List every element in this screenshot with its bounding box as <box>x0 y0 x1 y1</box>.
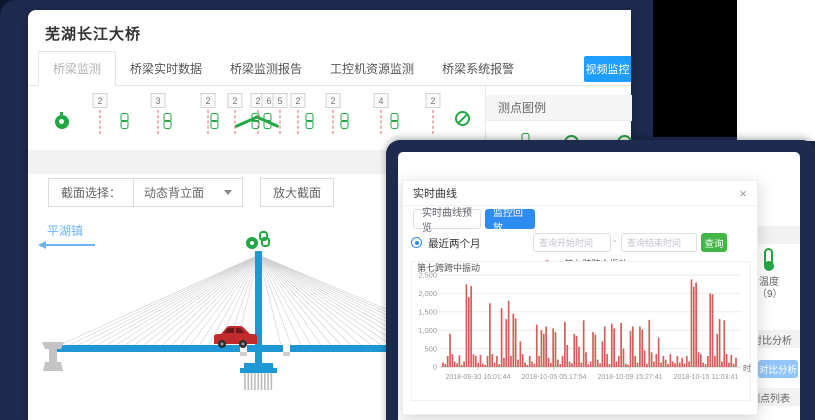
video-monitor-button[interactable]: 视频监控 <box>584 56 631 82</box>
chevron-down-icon <box>224 190 233 195</box>
sensor-dotted-line <box>297 110 299 134</box>
section-select-label: 截面选择： <box>48 178 134 207</box>
chain-icon[interactable] <box>163 113 173 130</box>
bridge-deck <box>247 345 283 352</box>
black-backdrop <box>653 0 737 137</box>
legend-panel-title: 测点图例 <box>486 95 632 121</box>
query-end-time-input[interactable] <box>621 233 697 252</box>
svg-text:2018-09-30 16:01:44: 2018-09-30 16:01:44 <box>446 374 511 381</box>
sensor-dotted-line <box>279 110 281 134</box>
footing-cap <box>240 368 277 373</box>
sensor-count-badge: 2 <box>92 93 108 108</box>
sensor-count-badge: 3 <box>150 93 166 108</box>
sensor-dotted-line <box>380 110 382 134</box>
chain-icon[interactable] <box>263 113 273 130</box>
radio-label: 最近两个月 <box>428 238 481 250</box>
zoom-section-button[interactable]: 放大截面 <box>260 178 335 207</box>
page-title: 芜湖长江大桥 <box>45 26 142 43</box>
svg-text:2018-10-05 05:17:54: 2018-10-05 05:17:54 <box>522 374 587 381</box>
sensor-count-badge: 2 <box>425 93 441 108</box>
thermometer-icon[interactable] <box>763 248 774 271</box>
tab-5[interactable]: 桥梁系统报警 <box>442 62 515 76</box>
chain-icon[interactable] <box>251 113 261 130</box>
deck-bearing <box>283 352 290 356</box>
sensor-dotted-line <box>99 110 101 134</box>
close-icon[interactable]: × <box>739 185 747 201</box>
range-separator: - <box>613 236 617 247</box>
tab-4[interactable]: 工控机资源监测 <box>330 62 415 76</box>
direction-label: 平湖镇 <box>47 224 84 238</box>
tab-2[interactable]: 桥梁实时数据 <box>130 62 203 76</box>
tab-3[interactable]: 桥梁监测报告 <box>230 62 303 76</box>
chain-icon[interactable] <box>340 113 350 130</box>
svg-text:0: 0 <box>433 363 437 372</box>
temperature-count: （9） <box>757 289 783 300</box>
bridge-deck <box>290 345 473 352</box>
modal-header: 实时曲线 × <box>403 181 757 206</box>
tower-crossbeam <box>244 363 273 368</box>
vibration-chart: 第七跨跨中振动 0 500 1,000 1,500 2,000 2,500 2018-09-3… <box>411 261 759 401</box>
bridge-deck <box>55 345 240 352</box>
svg-text:2018-10-09 15:27:41: 2018-10-09 15:27:41 <box>598 374 663 381</box>
sensor-dotted-line <box>207 110 209 134</box>
section-select-dropdown[interactable]: 动态背立面 <box>133 178 244 207</box>
section-select-value: 动态背立面 <box>144 186 205 200</box>
deck-bearing <box>240 352 247 356</box>
tab-realtime-preview[interactable]: 实时曲线预览 <box>413 208 481 234</box>
chain-icon[interactable] <box>210 113 220 130</box>
chain-icon[interactable] <box>390 113 400 130</box>
realtime-curve-modal: 实时曲线 × 实时曲线预览 监控回放 最近两个月 - 查询 第七跨跨中振动 第七… <box>402 180 759 415</box>
svg-text:1,000: 1,000 <box>418 326 437 335</box>
sensor-dotted-line <box>432 110 434 134</box>
chain-icon[interactable] <box>305 113 315 130</box>
sensor-dotted-line <box>332 110 334 134</box>
tower-footing <box>244 373 273 390</box>
sensor-dotted-line <box>157 110 159 134</box>
white-backdrop <box>737 0 815 141</box>
chart-canvas: 第七跨跨中振动 0 500 1,000 1,500 2,000 2,500 2018-09-3… <box>411 261 759 401</box>
chain-icon[interactable] <box>120 113 130 130</box>
temperature-label: 温度 <box>759 277 779 288</box>
tab-monitor-playback[interactable]: 监控回放 <box>485 208 535 234</box>
query-start-time-input[interactable] <box>533 233 611 252</box>
gauge-icon[interactable] <box>55 112 69 129</box>
tower-top-sensor-icons[interactable] <box>246 231 270 249</box>
modal-title: 实时曲线 <box>413 188 457 200</box>
svg-text:2,500: 2,500 <box>418 271 437 280</box>
sensor-count-badge: 2 <box>290 93 306 108</box>
radio-last-two-months[interactable] <box>411 237 422 248</box>
left-arrow-icon <box>38 241 95 249</box>
sensor-count-badge: 2 <box>200 93 216 108</box>
svg-text:第七跨跨中振动: 第七跨跨中振动 <box>417 262 480 273</box>
main-tabbar: 桥梁监测 桥梁实时数据 桥梁监测报告 工控机资源监测 桥梁系统报警 <box>28 51 631 86</box>
svg-text:2018-10-15 11:03:41: 2018-10-15 11:03:41 <box>674 374 739 381</box>
svg-text:1,500: 1,500 <box>418 308 437 317</box>
tab-1[interactable]: 桥梁监测 <box>38 51 117 86</box>
sensor-dotted-line <box>234 110 236 134</box>
svg-text:时间: 时间 <box>743 363 751 373</box>
left-pier <box>42 342 64 371</box>
car <box>214 326 257 348</box>
sensor-count-badge: 2 <box>325 93 341 108</box>
svg-text:2,000: 2,000 <box>418 289 437 298</box>
compare-analysis-button[interactable]: 对比分析 <box>758 360 798 378</box>
svg-text:500: 500 <box>424 344 437 353</box>
ban-icon[interactable] <box>455 111 470 126</box>
bridge-tower <box>255 251 262 368</box>
sensor-count-badge: 4 <box>373 93 389 108</box>
sensor-count-badge: 5 <box>272 93 288 108</box>
section-select-row: 截面选择： 动态背立面 放大截面 <box>48 178 335 207</box>
query-button[interactable]: 查询 <box>701 233 727 252</box>
sensor-count-badge: 2 <box>227 93 243 108</box>
